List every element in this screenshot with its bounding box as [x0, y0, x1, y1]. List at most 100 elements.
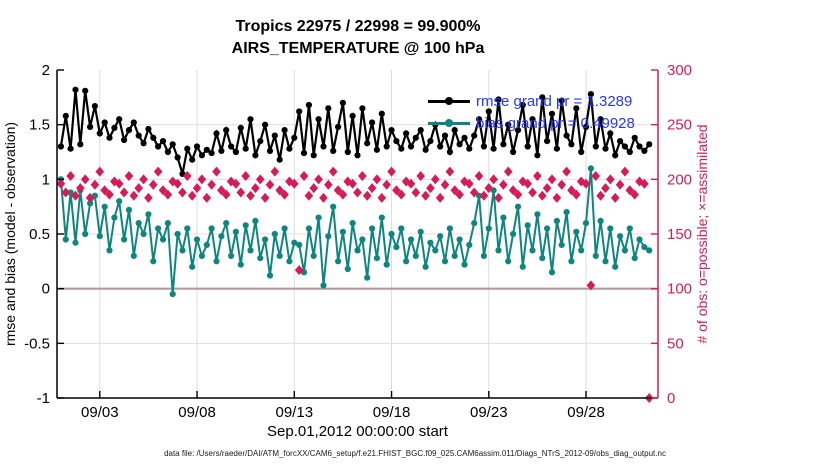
obs-count-marker — [80, 174, 90, 185]
rmse-marker — [539, 94, 546, 101]
rmse-marker — [359, 105, 366, 112]
bias-marker — [121, 236, 128, 243]
rmse-marker — [427, 138, 434, 145]
obs-count-marker — [163, 189, 173, 200]
bias-marker — [369, 225, 376, 232]
rmse-marker — [592, 143, 599, 150]
rmse-marker — [252, 152, 259, 159]
rmse-marker — [189, 156, 196, 163]
right-tick-label: 150 — [667, 226, 692, 243]
obs-count-marker — [567, 185, 576, 196]
obs-count-marker — [396, 189, 406, 200]
right-y-axis-label: # of obs: o=possible; ×=assimilated — [694, 124, 710, 343]
left-tick-label: -0.5 — [24, 335, 50, 352]
obs-count-marker — [547, 174, 557, 185]
x-tick-label: 09/08 — [178, 404, 216, 421]
bias-marker — [164, 220, 171, 227]
x-tick-label: 09/23 — [470, 404, 508, 421]
rmse-marker — [544, 138, 551, 145]
rmse-marker — [587, 91, 595, 98]
rmse-marker — [490, 145, 497, 152]
obs-count-marker — [533, 171, 542, 182]
rmse-marker — [300, 150, 308, 157]
bias-marker — [539, 255, 546, 262]
bias-marker — [422, 263, 429, 270]
left-tick-label: 2 — [42, 62, 50, 79]
bias-marker — [578, 247, 585, 254]
rmse-line-swatch-icon — [428, 99, 470, 103]
bias-marker — [242, 222, 249, 229]
rmse-marker — [121, 136, 128, 144]
bias-marker — [364, 274, 371, 281]
rmse-marker — [305, 101, 312, 109]
bias-marker — [388, 230, 395, 238]
bias-marker — [373, 255, 380, 262]
rmse-marker — [558, 97, 565, 104]
obs-count-marker — [542, 183, 552, 194]
rmse-marker — [621, 143, 629, 150]
bias-marker — [378, 214, 385, 221]
obs-count-marker — [153, 166, 163, 177]
rmse-marker — [446, 148, 453, 156]
bias-marker — [159, 236, 167, 243]
obs-count-marker — [484, 183, 494, 194]
rmse-marker — [140, 140, 147, 147]
bias-marker — [237, 261, 244, 268]
bias-marker — [636, 236, 643, 243]
obs-count-marker — [139, 174, 148, 185]
bias-marker — [169, 291, 176, 298]
bias-marker — [150, 258, 157, 265]
obs-count-marker — [596, 190, 605, 201]
bias-marker — [62, 236, 69, 243]
x-axis-label: Sep.01,2012 00:00:00 start — [267, 423, 449, 440]
obs-count-marker — [353, 187, 362, 198]
rmse-marker — [631, 134, 638, 141]
rmse-marker — [208, 150, 215, 157]
rmse-marker — [417, 127, 424, 134]
obs-count-marker — [411, 187, 421, 198]
rmse-marker — [130, 119, 137, 126]
bias-marker — [247, 247, 254, 254]
bias-marker — [296, 241, 303, 248]
bias-marker — [310, 252, 317, 259]
legend-label-bias: bias grand pr = 0.49928 — [476, 114, 635, 132]
chart-title-line1: Tropics 22975 / 22998 = 99.900% — [235, 18, 481, 35]
obs-count-marker — [328, 166, 338, 177]
obs-count-marker — [474, 171, 484, 182]
right-tick-label: 50 — [667, 335, 684, 352]
obs-count-marker — [265, 179, 275, 190]
bias-marker — [466, 241, 473, 248]
obs-count-marker — [71, 190, 80, 201]
bias-marker — [344, 265, 351, 273]
bias-marker — [412, 252, 419, 259]
rmse-marker — [223, 127, 230, 134]
datafile-path: data file: /Users/raeder/DAI/ATM_forcXX/… — [164, 449, 666, 458]
rmse-marker — [271, 132, 278, 139]
rmse-marker — [72, 86, 79, 93]
right-tick-label: 100 — [667, 281, 692, 298]
obs-count-marker — [95, 166, 105, 177]
bias-marker — [281, 225, 288, 232]
obs-count-marker — [518, 176, 528, 187]
rmse-marker — [388, 127, 395, 134]
bias-marker — [140, 230, 147, 238]
bias-marker — [476, 192, 483, 199]
obs-count-marker — [66, 171, 75, 182]
bias-marker — [427, 239, 434, 246]
obs-count-marker — [499, 179, 508, 190]
rmse-marker — [159, 138, 167, 145]
bias-marker — [548, 269, 556, 276]
rmse-marker — [164, 148, 171, 156]
bias-marker — [592, 252, 599, 259]
rmse-marker — [476, 116, 483, 123]
obs-count-marker — [168, 176, 178, 187]
bias-marker — [359, 236, 366, 243]
obs-count-marker — [289, 178, 299, 189]
bias-marker — [393, 244, 400, 251]
obs-count-marker — [523, 178, 532, 189]
obs-count-marker — [212, 166, 221, 177]
bias-marker — [96, 233, 103, 240]
x-tick-label: 09/28 — [567, 404, 605, 421]
bias-marker — [145, 211, 152, 218]
